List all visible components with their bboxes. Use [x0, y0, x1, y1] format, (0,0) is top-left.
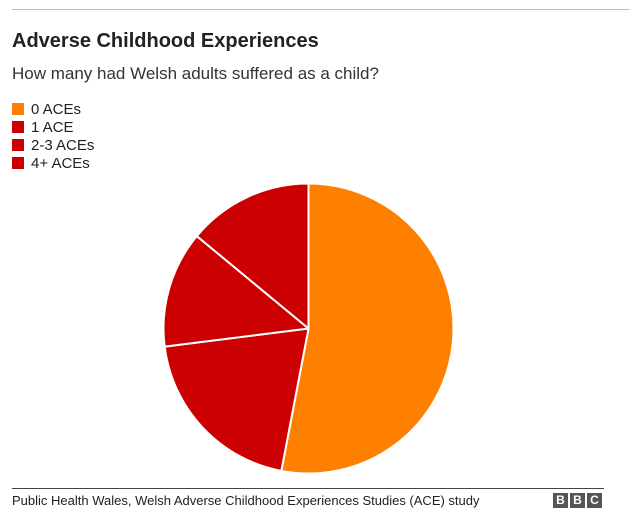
legend-swatch	[12, 139, 24, 151]
chart-title: Adverse Childhood Experiences	[12, 30, 319, 52]
legend-label: 2-3 ACEs	[31, 136, 95, 154]
legend-item-2-3-aces: 2-3 ACEs	[12, 136, 94, 154]
pie-slice-0-aces	[280, 182, 455, 475]
bbc-logo-letter: B	[570, 493, 585, 508]
bbc-logo-letter: C	[587, 493, 602, 508]
legend-swatch	[12, 103, 24, 115]
legend-item-1-ace: 1 ACE	[12, 118, 94, 136]
pie-slice-2-3-aces	[162, 235, 310, 348]
legend-item-4-plus-aces: 4+ ACEs	[12, 154, 94, 172]
legend-item-0-aces: 0 ACEs	[12, 100, 94, 118]
chart-subtitle: How many had Welsh adults suffered as a …	[12, 64, 379, 83]
bbc-logo-letter: B	[553, 493, 568, 508]
source-text: Public Health Wales, Welsh Adverse Child…	[12, 493, 480, 508]
footer-divider	[12, 488, 604, 489]
legend-label: 0 ACEs	[31, 100, 82, 118]
pie-slice-4-aces	[195, 182, 310, 330]
legend-label: 1 ACE	[31, 118, 74, 136]
pie-slice-1-ace	[163, 327, 310, 472]
chart-legend: 0 ACEs 1 ACE 2-3 ACEs 4+ ACEs	[12, 100, 94, 172]
top-divider	[12, 9, 630, 10]
legend-swatch	[12, 157, 24, 169]
bbc-logo: B B C	[553, 493, 602, 508]
legend-swatch	[12, 121, 24, 133]
legend-label: 4+ ACEs	[31, 154, 90, 172]
